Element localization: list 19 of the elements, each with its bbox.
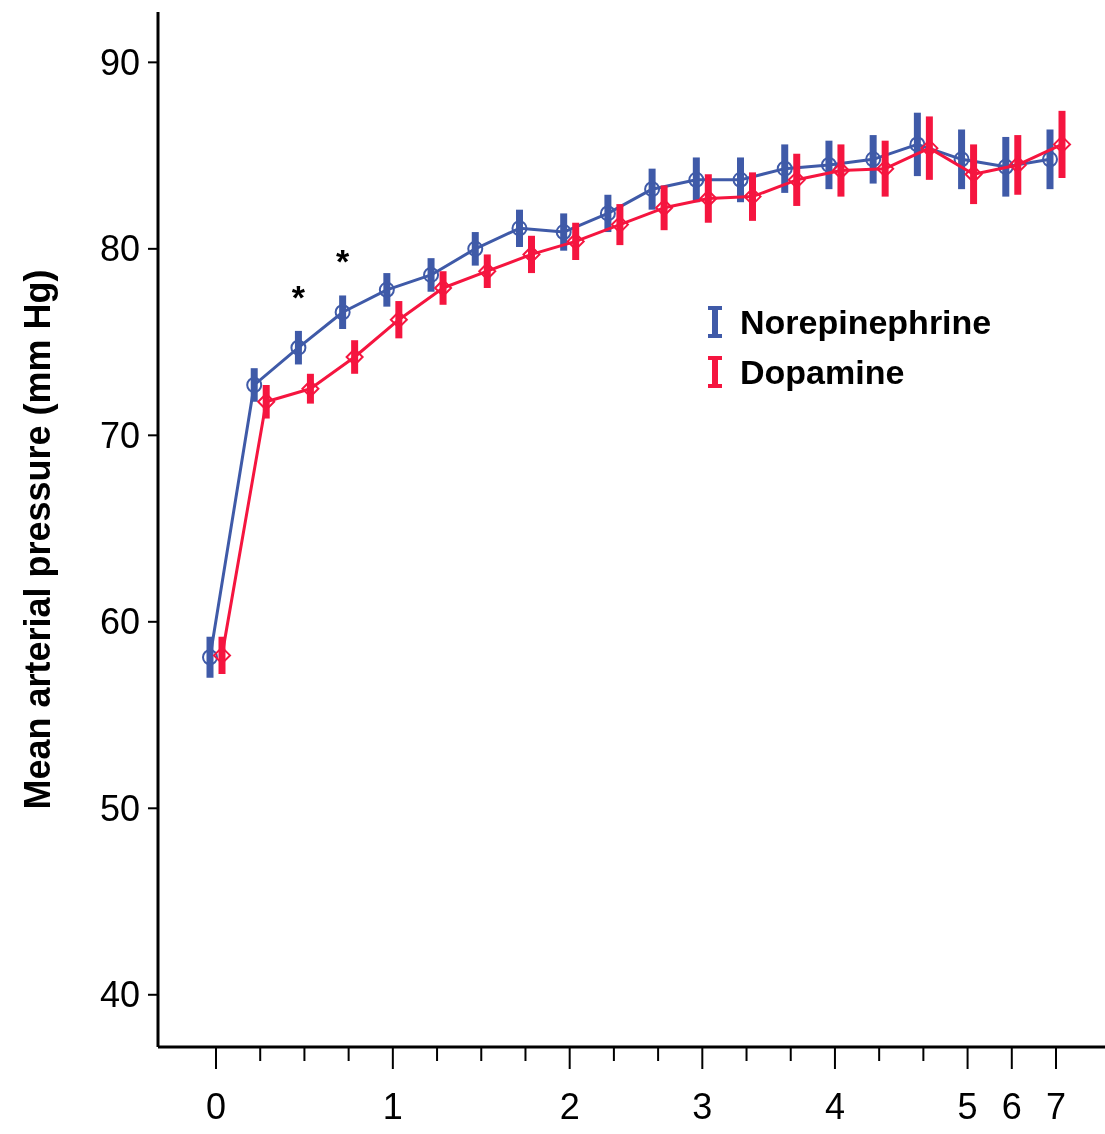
y-tick-label: 70	[99, 414, 140, 456]
annotation: *	[291, 277, 306, 316]
legend-label: Norepinephrine	[740, 302, 992, 341]
x-tick-label: 2	[559, 1086, 580, 1127]
x-tick-label: 6	[1001, 1086, 1022, 1127]
annotation: *	[336, 242, 351, 281]
y-tick-label: 80	[99, 228, 140, 270]
x-tick-label: 5	[957, 1086, 978, 1127]
legend-label: Dopamine	[740, 352, 905, 391]
x-tick-label: 3	[692, 1086, 713, 1127]
y-tick-label: 60	[99, 601, 140, 643]
y-tick-label: 90	[99, 41, 140, 83]
x-tick-label: 1	[382, 1086, 403, 1127]
y-tick-label: 40	[99, 974, 140, 1016]
y-axis-title: Mean arterial pressure (mm Hg)	[17, 269, 58, 810]
x-tick-label: 0	[205, 1086, 227, 1127]
x-tick-label: 4	[824, 1086, 845, 1127]
x-tick-label: 7	[1045, 1086, 1067, 1127]
y-tick-label: 50	[99, 787, 140, 829]
